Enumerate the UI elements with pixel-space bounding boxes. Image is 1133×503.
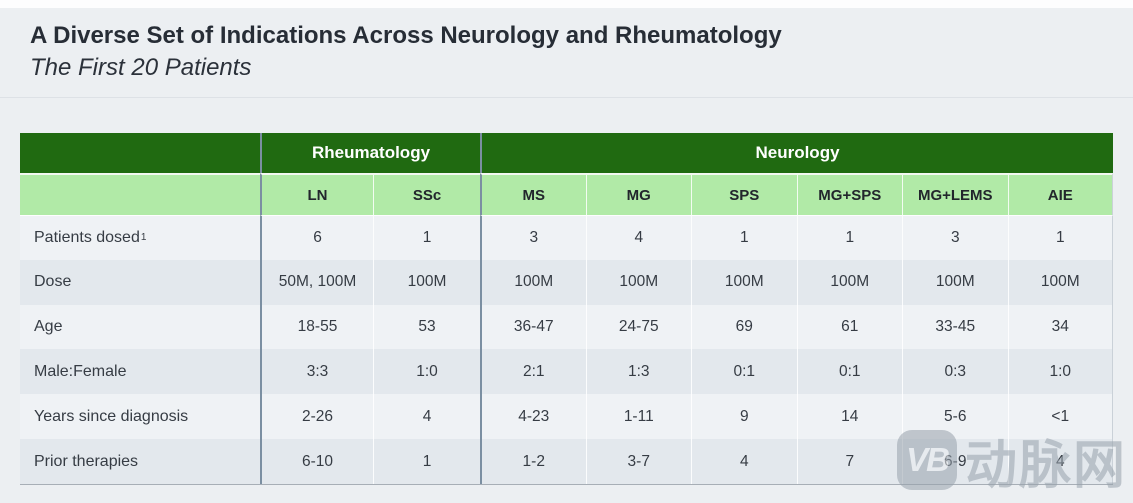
table-cell: 3 (902, 215, 1008, 260)
table-cell: 100M (796, 259, 902, 305)
table-cell: 36-47 (480, 304, 586, 350)
page-title: A Diverse Set of Indications Across Neur… (30, 22, 782, 49)
column-header-sps: SPS (691, 173, 797, 215)
group-header-neurology: Neurology (480, 133, 1113, 173)
table-cell: 3 (480, 215, 586, 260)
table-cell: 1 (373, 215, 480, 260)
table-cell: 5-6 (902, 394, 1008, 440)
table-cell: 100M (585, 259, 691, 305)
top-strip (0, 0, 1133, 8)
title-block: A Diverse Set of Indications Across Neur… (30, 20, 782, 84)
column-header-ms: MS (480, 173, 586, 215)
table-cell: 9 (691, 394, 797, 440)
column-header-mg-lems: MG+LEMS (902, 173, 1008, 215)
table-cell: 14 (796, 394, 902, 440)
table-cell: 1-2 (480, 439, 586, 484)
table-cell: 6-9 (902, 439, 1008, 484)
page-subtitle: The First 20 Patients (30, 54, 252, 81)
table-cell: 4 (373, 394, 480, 440)
row-label: Male:Female (20, 349, 260, 395)
table-corner-cell (20, 133, 260, 173)
table-cell: <1 (1007, 394, 1113, 440)
table-cell: 61 (796, 304, 902, 350)
column-header-mg: MG (585, 173, 691, 215)
table-cell: 1-11 (585, 394, 691, 440)
table-cell: 6-10 (260, 439, 373, 484)
table-cell: 1 (1007, 215, 1113, 260)
table-cell: 1 (373, 439, 480, 484)
row-label: Years since diagnosis (20, 394, 260, 440)
table-cell: 100M (1007, 259, 1113, 305)
title-divider-line (0, 97, 1133, 98)
table-cell: 53 (373, 304, 480, 350)
table-cell: 34 (1007, 304, 1113, 350)
table-cell: 100M (691, 259, 797, 305)
table-cell: 18-55 (260, 304, 373, 350)
table-cell: 7 (796, 439, 902, 484)
table-cell: 4 (691, 439, 797, 484)
row-label: Prior therapies (20, 439, 260, 484)
table-cell: 3:3 (260, 349, 373, 395)
table-cell: 100M (373, 259, 480, 305)
table-cell: 4 (585, 215, 691, 260)
table-cell: 1:0 (373, 349, 480, 395)
table-cell: 0:1 (796, 349, 902, 395)
column-header-ssc: SSc (373, 173, 480, 215)
table-cell: 1 (796, 215, 902, 260)
table-cell: 0:1 (691, 349, 797, 395)
table-cell: 1:0 (1007, 349, 1113, 395)
table-cell: 100M (480, 259, 586, 305)
column-header-aie: AIE (1007, 173, 1113, 215)
row-label: Age (20, 304, 260, 350)
table-cell: 6 (260, 215, 373, 260)
table-cell: 1:3 (585, 349, 691, 395)
table-cell: 2-26 (260, 394, 373, 440)
table-cell: 33-45 (902, 304, 1008, 350)
column-header-ln: LN (260, 173, 373, 215)
table-cell: 0:3 (902, 349, 1008, 395)
group-header-rheumatology: Rheumatology (260, 133, 480, 173)
column-header-blank (20, 173, 260, 215)
row-label: Dose (20, 259, 260, 305)
table-cell: 1 (691, 215, 797, 260)
table-cell: 2:1 (480, 349, 586, 395)
table-cell: 69 (691, 304, 797, 350)
table-cell: 4 (1007, 439, 1113, 484)
table-cell: 50M, 100M (260, 259, 373, 305)
table-cell: 100M (902, 259, 1008, 305)
indications-table: Rheumatology Neurology LN SSc MS MG SPS MG+SPS M… (20, 133, 1113, 485)
table-cell: 3-7 (585, 439, 691, 484)
row-label: Patients dosed 1 (20, 215, 260, 260)
table-cell: 4-23 (480, 394, 586, 440)
table-cell: 24-75 (585, 304, 691, 350)
column-header-mg-sps: MG+SPS (796, 173, 902, 215)
